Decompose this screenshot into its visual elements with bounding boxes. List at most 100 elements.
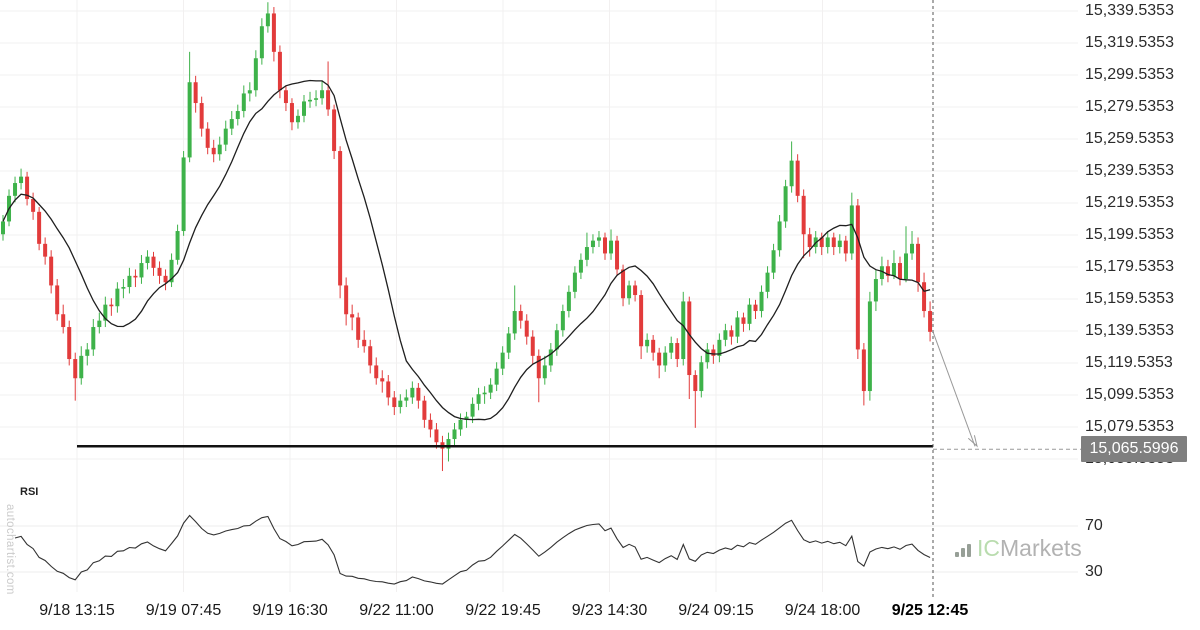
time-axis-label: 9/24 09:15 bbox=[678, 602, 754, 619]
candle-body bbox=[831, 237, 836, 248]
candle-body bbox=[789, 160, 794, 187]
candle-body bbox=[247, 90, 252, 94]
candle-body bbox=[783, 186, 788, 222]
candle-body bbox=[735, 317, 740, 337]
candle-body bbox=[326, 90, 331, 110]
price-axis-label: 15,279.5353 bbox=[1085, 98, 1174, 115]
candle-body bbox=[253, 58, 258, 91]
candle-body bbox=[687, 301, 692, 376]
candle-body bbox=[729, 330, 734, 337]
price-axis-label: 15,079.5353 bbox=[1085, 418, 1174, 435]
candle-body bbox=[891, 263, 896, 276]
candle-body bbox=[548, 349, 553, 366]
candle-body bbox=[374, 365, 379, 379]
candle-body bbox=[470, 403, 475, 417]
candle-body bbox=[795, 160, 800, 196]
forecast-arrow-head bbox=[967, 435, 978, 448]
candle-body bbox=[169, 259, 174, 283]
candle-body bbox=[133, 275, 138, 278]
candle-body bbox=[669, 343, 674, 353]
candle-body bbox=[476, 394, 481, 404]
candle-body bbox=[13, 183, 18, 196]
candle-body bbox=[777, 221, 782, 251]
price-axis-label: 15,199.5353 bbox=[1085, 226, 1174, 243]
candle-body bbox=[855, 205, 860, 350]
time-axis-label: 9/18 13:15 bbox=[39, 602, 115, 619]
candle-body bbox=[663, 352, 668, 366]
candle-body bbox=[19, 176, 24, 184]
candle-body bbox=[458, 419, 463, 430]
candle-body bbox=[867, 301, 872, 392]
candle-body bbox=[404, 397, 409, 401]
icmarkets-logo-markets: Markets bbox=[1000, 535, 1082, 561]
candle-body bbox=[861, 349, 866, 392]
candle-body bbox=[277, 51, 282, 91]
candle-body bbox=[446, 439, 451, 449]
candle-body bbox=[259, 26, 264, 59]
candle-body bbox=[807, 234, 812, 248]
rsi-panel-title: RSI bbox=[20, 486, 39, 498]
icmarkets-logo-ic: IC bbox=[977, 535, 1000, 561]
candle-body bbox=[711, 349, 716, 356]
time-axis-label: 9/22 11:00 bbox=[359, 602, 434, 619]
candle-body bbox=[91, 327, 96, 350]
candle-body bbox=[205, 128, 210, 148]
price-axis-label: 15,319.5353 bbox=[1085, 34, 1174, 51]
forecast-arrow bbox=[932, 331, 976, 447]
candle-body bbox=[819, 237, 824, 248]
candle-body bbox=[37, 211, 42, 244]
candle-body bbox=[916, 243, 921, 283]
candle-body bbox=[512, 311, 517, 334]
candle-body bbox=[308, 99, 313, 102]
candle-body bbox=[175, 231, 180, 260]
time-axis-label: 9/23 14:30 bbox=[571, 602, 648, 619]
rsi-axis-label: 70 bbox=[1085, 517, 1103, 534]
candle-body bbox=[217, 144, 222, 155]
candle-body bbox=[651, 339, 656, 353]
candle-body bbox=[596, 237, 601, 241]
candle-body bbox=[410, 387, 415, 398]
candle-body bbox=[145, 256, 150, 264]
candle-body bbox=[356, 317, 361, 340]
candle-body bbox=[380, 378, 385, 382]
candle-body bbox=[639, 295, 644, 347]
candle-body bbox=[85, 349, 90, 356]
candle-body bbox=[482, 392, 487, 395]
candle-body bbox=[181, 157, 186, 232]
candle-body bbox=[67, 327, 72, 360]
candle-body bbox=[897, 263, 902, 280]
candle-body bbox=[615, 240, 620, 270]
price-axis-label: 15,299.5353 bbox=[1085, 66, 1174, 83]
candle-body bbox=[332, 109, 337, 152]
candle-body bbox=[115, 288, 120, 307]
candle-body bbox=[530, 336, 535, 356]
candle-body bbox=[61, 314, 66, 328]
candle-body bbox=[422, 400, 427, 420]
candle-body bbox=[109, 304, 114, 307]
candle-body bbox=[681, 301, 686, 360]
candle-body bbox=[609, 240, 614, 254]
candle-body bbox=[350, 314, 355, 318]
candle-body bbox=[590, 240, 595, 248]
candle-body bbox=[524, 320, 529, 337]
time-axis-label: 9/19 16:30 bbox=[252, 602, 328, 619]
price-axis-label: 15,219.5353 bbox=[1085, 194, 1174, 211]
candle-body bbox=[392, 397, 397, 408]
candle-body bbox=[314, 98, 319, 100]
candle-body bbox=[885, 266, 890, 276]
candle-body bbox=[584, 247, 589, 260]
candle-body bbox=[645, 339, 650, 347]
price-axis-label: 15,119.5353 bbox=[1085, 354, 1173, 371]
candle-body bbox=[416, 387, 421, 401]
moving-average-line bbox=[2, 79, 931, 421]
candle-body bbox=[223, 128, 228, 145]
candle-body bbox=[464, 416, 469, 420]
candle-body bbox=[241, 93, 246, 112]
candle-body bbox=[621, 269, 626, 299]
candle-body bbox=[922, 282, 927, 312]
candle-body bbox=[494, 368, 499, 385]
bar-chart-icon bbox=[955, 544, 973, 557]
candle-body bbox=[603, 237, 607, 254]
price-axis-label: 15,099.5353 bbox=[1085, 386, 1174, 403]
